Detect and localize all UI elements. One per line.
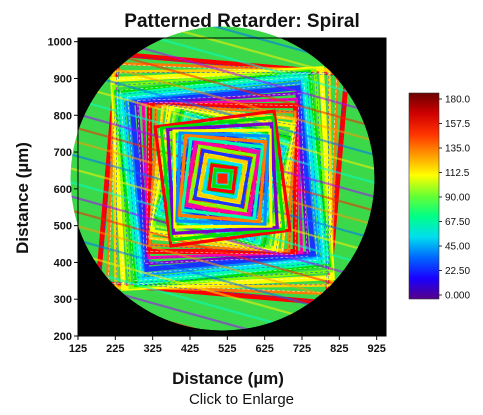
- spiral-core-band: [159, 115, 286, 242]
- streak-line: [70, 89, 375, 192]
- spiral-texture: [170, 126, 275, 231]
- spiral-texture: [152, 108, 293, 249]
- spiral-band: [159, 115, 286, 242]
- x-axis-label: Distance (µm): [172, 369, 284, 388]
- colorbar: 180.0 157.5 135.0 112.5 90.00 67.50 45.00 22.50…: [408, 92, 470, 302]
- x-axis: 125 225 325 425 525 625 725 825 925: [69, 335, 386, 355]
- spiral-band: [124, 80, 321, 277]
- spiral-band: [111, 68, 334, 290]
- spiral-texture: [107, 63, 338, 294]
- spiral-band: [115, 71, 330, 286]
- y-axis: 200 300 400 500 600 700 800 900 1000: [48, 37, 79, 343]
- spiral-center: [217, 173, 228, 184]
- spiral-band: [148, 104, 297, 253]
- chart-title: Patterned Retarder: Spiral: [124, 11, 359, 32]
- streak-line: [70, 145, 375, 248]
- spiral-core-band: [180, 136, 265, 221]
- spiral-core-band: [192, 148, 253, 209]
- streak-line: [70, 26, 375, 108]
- spiral-core-band: [177, 133, 268, 224]
- spiral-band: [135, 91, 310, 266]
- colorbar-tick-label: 112.5: [445, 168, 470, 179]
- retarder-pattern: [70, 26, 375, 331]
- y-tick-label: 900: [54, 73, 72, 85]
- spiral-core-band: [197, 153, 248, 204]
- spiral-core-band: [212, 168, 233, 189]
- spiral-band: [95, 51, 350, 306]
- colorbar-tick-label: 135.0: [445, 144, 470, 155]
- colorbar-scale: [408, 92, 440, 300]
- spiral-core-band: [153, 109, 292, 248]
- x-tick-label: 225: [106, 343, 124, 355]
- x-tick-label: 825: [330, 343, 348, 355]
- spiral-texture: [123, 79, 322, 278]
- spiral-texture: [131, 88, 313, 270]
- streak-line: [70, 117, 375, 220]
- y-tick-label: 300: [54, 294, 72, 306]
- spiral-core-band: [188, 144, 257, 213]
- y-tick-label: 400: [54, 257, 72, 269]
- x-tick-label: 625: [255, 343, 273, 355]
- streak-line: [70, 173, 375, 276]
- spiral-band: [155, 111, 290, 246]
- spiral-core-band: [207, 163, 238, 194]
- spiral-texture: [147, 103, 298, 254]
- x-tick-label: 325: [143, 343, 161, 355]
- spiral-core-band: [165, 122, 279, 236]
- spiral-texture: [127, 83, 318, 274]
- spiral-band: [105, 61, 340, 296]
- spiral-texture: [198, 154, 247, 203]
- x-tick-label: 725: [293, 343, 311, 355]
- spiral-texture: [143, 99, 302, 258]
- y-tick-label: 500: [54, 221, 72, 233]
- x-tick-label: 925: [367, 343, 385, 355]
- spiral-core: [153, 109, 292, 248]
- spiral-texture: [150, 106, 295, 251]
- colorbar-tick-label: 22.50: [445, 266, 470, 277]
- x-tick-label: 525: [218, 343, 236, 355]
- y-tick-label: 1000: [48, 37, 72, 49]
- spiral-core-band: [202, 158, 243, 199]
- click-to-enlarge-link[interactable]: Click to Enlarge: [188, 391, 295, 408]
- colorbar-tick-label: 0.000: [445, 291, 470, 302]
- y-tick-label: 800: [54, 110, 72, 122]
- y-tick-label: 200: [54, 331, 72, 343]
- y-axis-label: Distance (µm): [13, 142, 32, 254]
- colorbar-tick-label: 180.0: [445, 95, 470, 106]
- spiral-band: [149, 105, 296, 252]
- x-tick-label: 125: [69, 343, 87, 355]
- y-tick-label: 700: [54, 147, 72, 159]
- spiral-texture: [115, 71, 330, 286]
- spiral-core-band: [184, 140, 261, 217]
- y-tick-label: 600: [54, 184, 72, 196]
- spiral-texture: [155, 111, 290, 246]
- spiral-texture: [146, 102, 299, 255]
- spiral-core-band: [175, 131, 270, 226]
- colorbar-tick-label: 67.50: [445, 217, 470, 228]
- colorbar-tick-label: 157.5: [445, 119, 470, 130]
- colorbar-tick-label: 90.00: [445, 193, 470, 204]
- colorbar-tick-label: 45.00: [445, 242, 470, 253]
- spiral-core-band: [172, 128, 273, 229]
- x-tick-label: 425: [181, 343, 199, 355]
